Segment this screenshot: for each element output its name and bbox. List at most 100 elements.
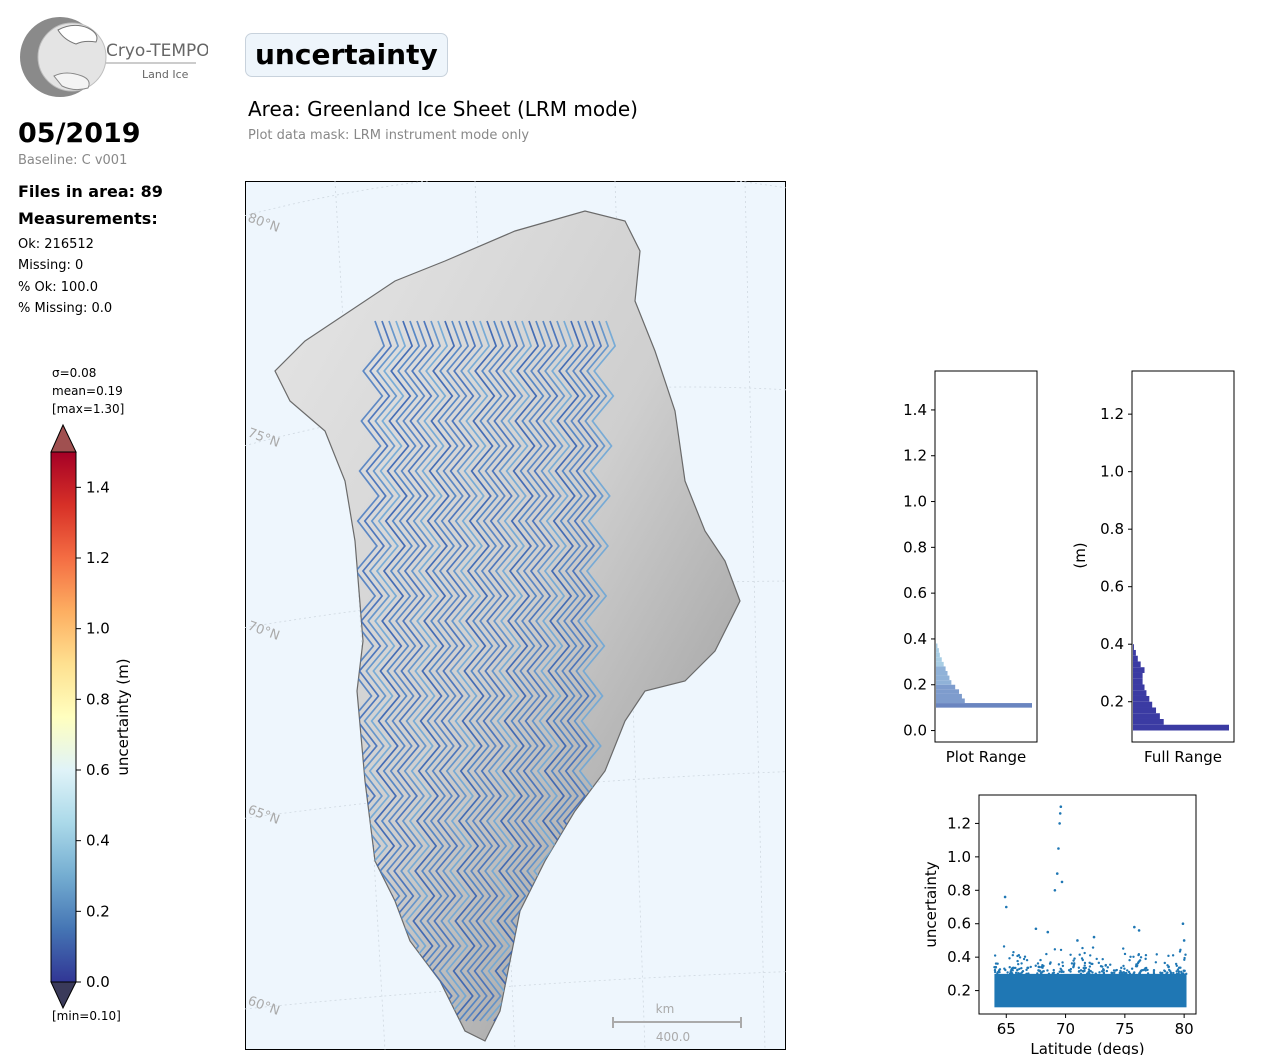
scatter-point <box>1034 964 1037 967</box>
histogram-tick-label: 0.4 <box>903 630 927 648</box>
scatter-ylabel: uncertainty <box>922 861 940 947</box>
colorbar-label: uncertainty (m) <box>114 658 132 775</box>
scatter-point <box>1053 948 1057 951</box>
scatter-point <box>1128 972 1132 975</box>
histogram-bar <box>936 648 939 653</box>
histogram-bar <box>1133 649 1136 656</box>
scale-bar: km 400.0 <box>612 1002 742 1044</box>
scatter-point <box>1132 955 1135 958</box>
scatter-point <box>1047 972 1051 976</box>
scatter-point <box>1081 946 1084 950</box>
histogram-bar <box>936 652 940 658</box>
scatter-point <box>1036 962 1040 965</box>
histogram-bar <box>1133 661 1141 668</box>
colorbar: 0.0 0.2 0.4 0.6 0.8 1.0 1.2 1.4 uncertainty (m) <box>50 423 132 1010</box>
scatter-point <box>1122 964 1125 968</box>
scatter-point <box>1058 970 1061 973</box>
histogram-bar <box>1133 672 1143 679</box>
histogram-xlabel: Plot Range <box>946 748 1027 766</box>
scatter-point <box>1086 972 1090 975</box>
histogram-bar <box>936 657 942 662</box>
scatter-point <box>1011 972 1014 975</box>
scatter-point <box>1002 945 1006 948</box>
scatter-point <box>1014 971 1018 975</box>
scatter-point <box>1125 971 1128 975</box>
scatter-point <box>1146 972 1150 975</box>
scatter-point <box>1081 958 1084 962</box>
scatter-point <box>1052 968 1055 972</box>
scatter-point <box>1155 953 1158 956</box>
histogram-tick-label: 1.2 <box>1100 405 1124 423</box>
scatter-point <box>993 968 997 972</box>
files-in-area: Files in area: 89 <box>18 182 163 201</box>
colorbar-tick-label: 0.8 <box>86 690 110 708</box>
scatter-point <box>1022 957 1026 961</box>
scatter-point <box>1130 967 1134 970</box>
area-title: Area: Greenland Ice Sheet (LRM mode) <box>248 97 638 121</box>
scatter-point <box>1146 968 1149 972</box>
scatter-point <box>1119 969 1122 973</box>
scatter-point <box>1137 953 1141 956</box>
scatter-point <box>1011 953 1015 957</box>
scatter-point <box>1177 972 1180 975</box>
scatter-point <box>1166 964 1169 967</box>
scatter-point <box>1038 969 1041 973</box>
scatter-point <box>1185 972 1188 976</box>
histogram-bar <box>936 643 938 649</box>
colorbar-tick-label: 0.0 <box>86 973 110 991</box>
scatter-point <box>1048 962 1052 965</box>
ground-track <box>416 320 463 1022</box>
ground-track <box>444 320 491 1022</box>
measurements-heading: Measurements: <box>18 209 158 228</box>
scatter-point <box>1122 947 1125 950</box>
scatter-point <box>1062 970 1065 974</box>
colorbar-tick-label: 1.4 <box>86 478 110 496</box>
scatter-ytick-label: 0.2 <box>947 982 971 1000</box>
scatter-point <box>1091 946 1095 949</box>
scatter-point <box>1183 969 1186 973</box>
scatter-ytick-label: 0.8 <box>947 881 971 899</box>
scatter-point-band <box>994 973 1187 1008</box>
scatter-point <box>1144 967 1147 970</box>
missing-percent: % Missing: 0.0 <box>18 301 113 316</box>
ground-track <box>409 320 456 1022</box>
scatter-point <box>1073 957 1076 960</box>
scatter-xtick-label: 65 <box>997 1020 1016 1038</box>
histogram-axes <box>934 370 1038 743</box>
histogram-tick-label: 0.6 <box>1100 578 1124 596</box>
scatter-point <box>1106 966 1110 969</box>
colorbar-mean: mean=0.19 <box>52 384 123 398</box>
scatter-point <box>1059 805 1063 809</box>
scatter-point <box>1083 961 1087 965</box>
histogram-bar <box>1133 678 1143 685</box>
scatter-point <box>1097 961 1101 965</box>
scatter-point <box>1123 967 1126 970</box>
ground-track <box>500 320 547 1022</box>
scatter-point <box>1088 965 1092 968</box>
scatter-point <box>1046 969 1049 972</box>
histogram-tick-label: 0.2 <box>903 676 927 694</box>
ground-track <box>381 320 428 1022</box>
histogram-tick-label: 0.8 <box>903 538 927 556</box>
scatter-point <box>1092 935 1096 939</box>
scatter-ytick-label: 0.6 <box>947 915 971 933</box>
scatter-point <box>1089 969 1092 973</box>
scatter-point <box>1172 971 1175 975</box>
scale-unit: km <box>656 1002 675 1016</box>
scatter-point <box>1137 929 1141 932</box>
scatter-point <box>1112 969 1116 972</box>
histogram-bar <box>936 680 952 685</box>
ground-track <box>430 320 477 1022</box>
scatter-point <box>1161 971 1164 975</box>
scatter-point <box>1183 958 1186 961</box>
scatter-point <box>1017 962 1020 966</box>
scatter-point <box>1012 966 1016 970</box>
scatter-point <box>1037 965 1041 969</box>
scatter-point <box>1058 812 1062 815</box>
histogram-bar <box>936 698 965 704</box>
histogram-bar <box>1133 707 1157 714</box>
scatter-point <box>993 954 997 957</box>
scatter-point <box>1017 954 1021 957</box>
scatter-point <box>1138 971 1141 975</box>
scatter-point <box>1179 966 1182 969</box>
